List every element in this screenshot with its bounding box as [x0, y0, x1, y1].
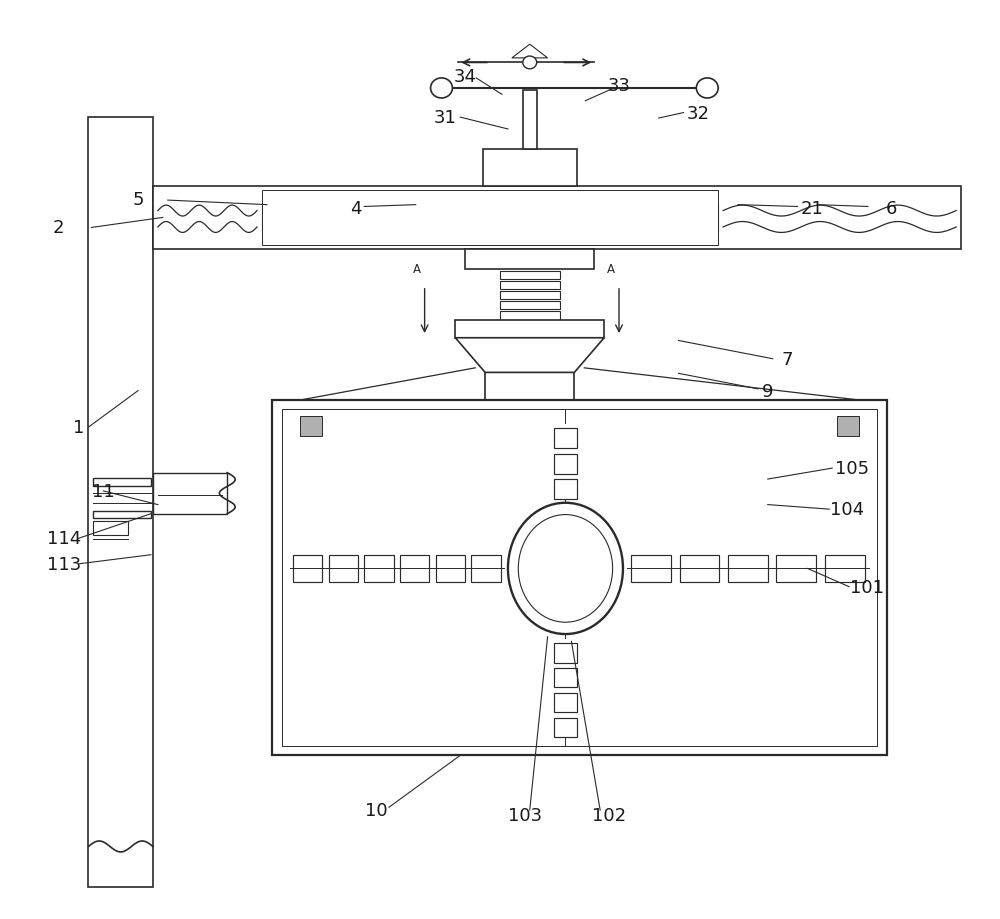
Text: 5: 5: [132, 191, 144, 209]
Bar: [523, 91, 537, 150]
Bar: [465, 250, 594, 270]
Bar: [554, 480, 577, 500]
Text: 9: 9: [762, 382, 774, 400]
Text: 113: 113: [47, 555, 81, 573]
Bar: [436, 555, 465, 583]
Bar: [93, 479, 151, 486]
Text: 4: 4: [350, 200, 362, 218]
Ellipse shape: [518, 515, 613, 622]
Text: A: A: [413, 263, 421, 276]
Text: 105: 105: [835, 460, 869, 478]
Circle shape: [431, 79, 452, 99]
Text: 33: 33: [608, 77, 631, 95]
Bar: [483, 150, 577, 187]
Text: 104: 104: [830, 501, 864, 518]
Text: 102: 102: [592, 806, 626, 823]
Text: 1: 1: [73, 419, 84, 437]
Bar: [329, 555, 358, 583]
Text: 6: 6: [886, 200, 897, 218]
Bar: [500, 272, 560, 280]
Circle shape: [523, 57, 537, 70]
Bar: [631, 555, 671, 583]
Ellipse shape: [508, 504, 623, 634]
Polygon shape: [455, 338, 604, 373]
Bar: [93, 521, 128, 535]
Text: 11: 11: [92, 482, 115, 500]
Bar: [500, 281, 560, 290]
Circle shape: [696, 79, 718, 99]
Polygon shape: [512, 45, 548, 59]
Bar: [88, 118, 153, 888]
Bar: [153, 473, 227, 514]
Text: 32: 32: [687, 105, 710, 122]
Text: 34: 34: [454, 68, 477, 86]
Bar: [364, 555, 394, 583]
Bar: [400, 555, 429, 583]
Text: 2: 2: [53, 219, 64, 236]
Text: 7: 7: [782, 350, 793, 369]
Bar: [300, 416, 322, 437]
Bar: [471, 555, 501, 583]
Bar: [554, 693, 577, 712]
Text: A: A: [607, 263, 615, 276]
Bar: [825, 555, 865, 583]
Bar: [776, 555, 816, 583]
Bar: [500, 312, 560, 320]
Bar: [554, 668, 577, 687]
Text: 31: 31: [434, 109, 457, 127]
Bar: [554, 454, 577, 474]
Text: 101: 101: [850, 578, 884, 596]
Bar: [455, 320, 604, 338]
Bar: [262, 205, 718, 232]
Text: 10: 10: [365, 801, 387, 819]
Bar: [93, 511, 151, 518]
Bar: [293, 555, 322, 583]
Text: 103: 103: [508, 806, 542, 823]
Bar: [728, 555, 768, 583]
Bar: [500, 301, 560, 310]
Bar: [262, 191, 718, 245]
Bar: [282, 409, 877, 746]
Bar: [680, 555, 719, 583]
Bar: [153, 187, 961, 250]
Text: 114: 114: [47, 529, 81, 548]
Bar: [500, 291, 560, 301]
Text: 21: 21: [801, 200, 824, 218]
Bar: [554, 643, 577, 663]
Bar: [272, 401, 887, 755]
Bar: [837, 416, 859, 437]
Bar: [554, 428, 577, 448]
Bar: [554, 718, 577, 737]
